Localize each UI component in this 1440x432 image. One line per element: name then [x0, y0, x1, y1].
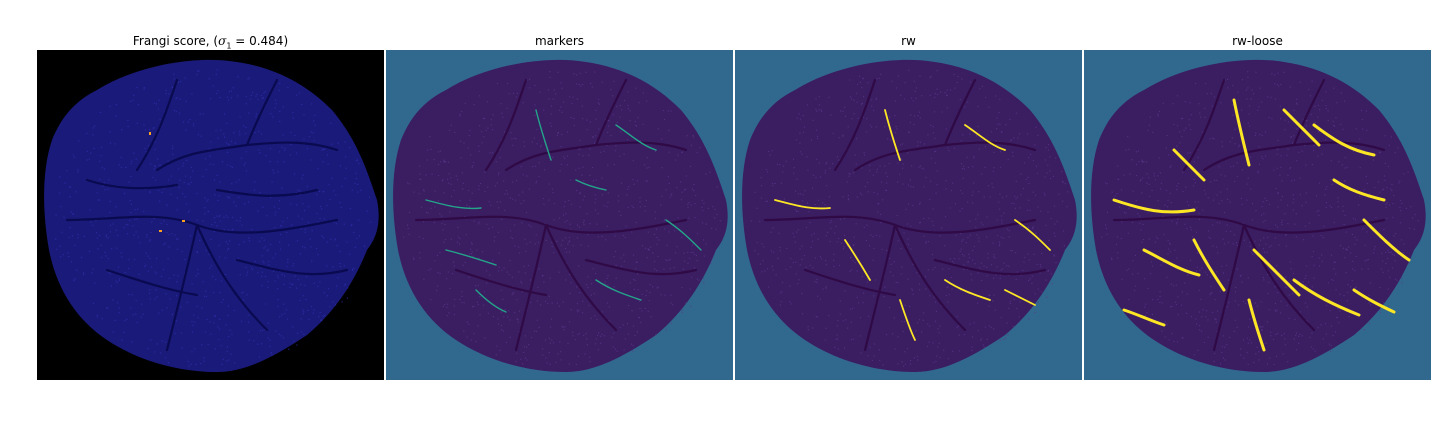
panel-title: rw-loose: [1232, 34, 1283, 48]
markers-image: [386, 50, 733, 380]
texture-speckle: [1101, 71, 1419, 366]
panel-markers: markers: [386, 32, 733, 380]
title-text: Frangi score, (: [132, 34, 219, 48]
frangi-image: [37, 50, 384, 380]
panel-rw: rw: [735, 32, 1082, 380]
retina-region: [393, 59, 728, 372]
panel-title: rw: [901, 34, 916, 48]
texture-speckle: [750, 69, 1069, 367]
rw-loose-image: [1084, 50, 1431, 380]
title-value: = 0.484): [231, 34, 289, 48]
panel-frangi-score: Frangi score, (σ1 = 0.484): [37, 32, 384, 380]
title-subscript: 1: [226, 41, 232, 51]
rw-image: [735, 50, 1082, 380]
panel-rw-loose: rw-loose: [1084, 32, 1431, 380]
retina-region: [44, 59, 379, 372]
panel-title: Frangi score, (σ1 = 0.484): [37, 32, 384, 50]
frangi-image-svg: [37, 50, 384, 380]
rw-loose-image-svg: [1084, 50, 1431, 380]
title-sigma: σ: [218, 34, 227, 48]
markers-image-svg: [386, 50, 733, 380]
texture-speckle: [55, 69, 372, 367]
texture-speckle: [403, 71, 721, 366]
retina-region: [1091, 59, 1426, 372]
retina-region: [742, 59, 1077, 372]
panel-title: markers: [534, 34, 585, 48]
rw-image-svg: [735, 50, 1082, 380]
